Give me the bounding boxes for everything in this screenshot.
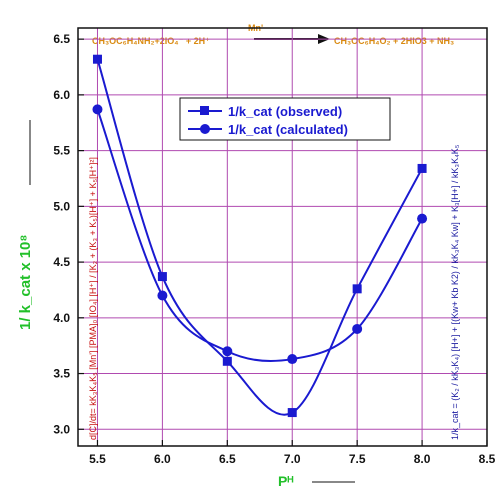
x-tick-label: 5.5 xyxy=(89,452,106,466)
observed-point xyxy=(157,272,167,282)
observed-point xyxy=(417,163,427,173)
observed-point xyxy=(352,284,362,294)
x-tick-label: 6.0 xyxy=(154,452,171,466)
plot-frame xyxy=(77,27,488,447)
reaction-products: CH₃OC₆H₄O₂ + 2HIO3 + NH₃ xyxy=(334,36,454,46)
series-curves xyxy=(96,58,423,416)
y-tick-label: 6.5 xyxy=(53,32,70,46)
x-tick-label: 8.5 xyxy=(479,452,496,466)
x-axis-title: Pᴴ xyxy=(278,473,293,489)
y-tick-label: 3.0 xyxy=(53,422,70,436)
legend-calculated-marker xyxy=(200,124,210,134)
x-tick-label: 6.5 xyxy=(219,452,236,466)
calculated-point xyxy=(222,346,233,357)
legend-box xyxy=(179,97,391,141)
y-tick-label: 5.5 xyxy=(53,144,70,158)
rate-equation: d[C]/dt= kK₃K₄K₅ [Mn'] [PMA]₀ [IO₄] [H⁺]… xyxy=(88,157,98,440)
y-tick-label: 5.0 xyxy=(53,199,70,213)
legend: 1/k_cat (observed) 1/k_cat (calculated) xyxy=(179,97,391,141)
y-tick-label: 4.5 xyxy=(53,255,70,269)
legend-calculated-label: 1/k_cat (calculated) xyxy=(228,122,348,137)
y-tick-label: 6.0 xyxy=(53,88,70,102)
legend-observed-marker xyxy=(200,106,209,115)
calculated-point xyxy=(287,354,298,365)
observed-point xyxy=(222,356,232,366)
series-markers xyxy=(92,54,428,418)
observed-point xyxy=(92,54,102,64)
calculated-point xyxy=(92,104,103,115)
y-tick-label: 3.5 xyxy=(53,367,70,381)
series-calculated-line xyxy=(96,109,423,363)
calculated-point xyxy=(157,290,168,301)
y-axis-title: 1/ k_cat x 10⁸ xyxy=(17,235,34,331)
y-tick-label: 4.0 xyxy=(53,311,70,325)
calculated-point xyxy=(352,323,363,334)
x-tick-label: 7.0 xyxy=(284,452,301,466)
series-observed-line xyxy=(96,58,423,416)
x-tick-label: 7.5 xyxy=(349,452,366,466)
x-tick-label: 8.0 xyxy=(414,452,431,466)
observed-point xyxy=(287,408,297,418)
kcat-equation: 1/k_cat = (K₂ / kK₃K₄) [H+] + [(Kw+ Kb K… xyxy=(450,144,460,440)
axis-ticks: 5.5 6.0 6.5 7.0 7.5 8.0 8.5 3.0 3.5 4.0 4.5 5.0 5.5 6… xyxy=(53,32,495,466)
calculated-point xyxy=(417,213,428,224)
reaction-reactants: CH₃OC₆H₄NH₂+2IO₄⁻ + 2H⁺ xyxy=(92,36,210,46)
legend-observed-label: 1/k_cat (observed) xyxy=(228,104,342,119)
